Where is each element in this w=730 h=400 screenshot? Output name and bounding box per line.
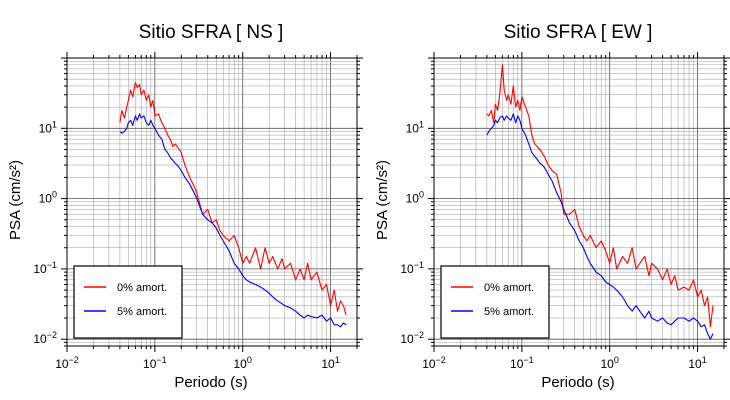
y-tick-label: 10−2 <box>33 330 57 346</box>
y-tick-label: 101 <box>406 119 424 135</box>
x-tick-label: 10−2 <box>422 355 446 371</box>
series-layer <box>486 64 714 340</box>
y-tick-label: 101 <box>39 119 57 135</box>
x-tick-label: 101 <box>688 355 706 371</box>
y-tick-label: 10−2 <box>400 330 424 346</box>
legend-label: 0% amort. <box>484 282 534 294</box>
plot-frame <box>66 57 358 347</box>
plot-frame <box>433 57 725 347</box>
legend: 0% amort. 5% amort. <box>440 265 550 339</box>
series-layer <box>119 81 347 328</box>
x-axis-label: Periodo (s) <box>541 374 614 391</box>
legend: 0% amort. 5% amort. <box>73 265 183 339</box>
y-axis-label: PSA (cm/s²) <box>7 160 24 240</box>
series-line-damped-5pct <box>119 113 347 328</box>
x-tick-label: 101 <box>321 355 339 371</box>
chart-ew: Sitio SFRA [ EW ] 10−2 10−1 100 101 10−2 10−1… <box>374 22 730 391</box>
x-tick-label: 10−1 <box>510 355 534 371</box>
x-tick-label: 100 <box>234 355 252 371</box>
tick-labels: 10−2 10−1 100 101 10−2 10−1 100 101 <box>400 119 706 371</box>
legend-label: 5% amort. <box>117 306 167 318</box>
chart-title: Sitio SFRA [ EW ] <box>504 22 653 43</box>
series-line-undamped <box>486 64 714 328</box>
y-tick-label: 100 <box>39 190 57 206</box>
y-tick-label: 10−1 <box>33 260 57 276</box>
legend-label: 5% amort. <box>484 306 534 318</box>
x-tick-label: 10−2 <box>55 355 79 371</box>
legend-label: 0% amort. <box>117 282 167 294</box>
y-tick-label: 10−1 <box>400 260 424 276</box>
x-tick-label: 10−1 <box>143 355 167 371</box>
y-tick-label: 100 <box>406 190 424 206</box>
y-axis-label: PSA (cm/s²) <box>374 160 391 240</box>
chart-title: Sitio SFRA [ NS ] <box>139 22 284 43</box>
x-tick-label: 100 <box>601 355 619 371</box>
legend-box <box>440 265 550 339</box>
chart-ns: Sitio SFRA [ NS ] 10−2 10−1 100 101 10−2 10−1… <box>7 22 363 391</box>
tick-labels: 10−2 10−1 100 101 10−2 10−1 100 101 <box>33 119 339 371</box>
x-axis-label: Periodo (s) <box>174 374 247 391</box>
legend-box <box>73 265 183 339</box>
series-line-damped-5pct <box>486 113 714 340</box>
